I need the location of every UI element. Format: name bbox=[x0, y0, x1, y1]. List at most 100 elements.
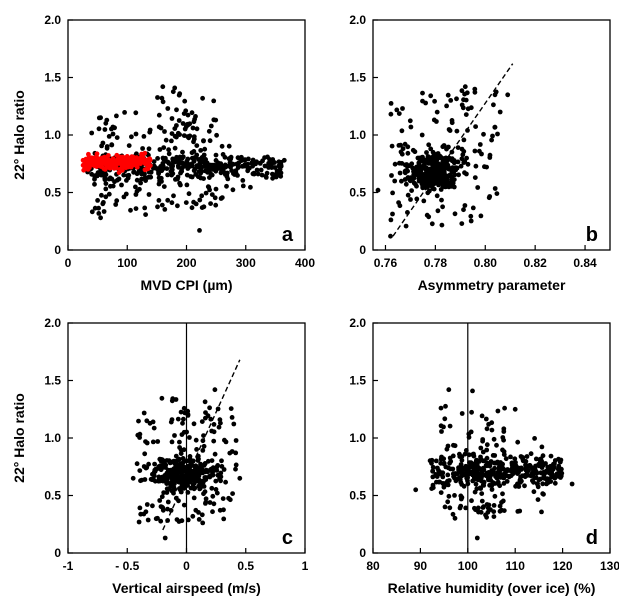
data-layer bbox=[130, 323, 243, 553]
data-point bbox=[102, 127, 108, 132]
data-point bbox=[181, 502, 187, 508]
data-point bbox=[274, 171, 280, 176]
data-point bbox=[189, 205, 195, 211]
data-point bbox=[96, 126, 102, 132]
data-point bbox=[94, 173, 100, 179]
data-point bbox=[162, 207, 168, 212]
data-point bbox=[175, 416, 181, 422]
data-point bbox=[163, 158, 169, 164]
data-point bbox=[481, 131, 486, 137]
data-point bbox=[199, 155, 205, 160]
data-point bbox=[219, 464, 225, 469]
data-point bbox=[432, 98, 437, 104]
data-point bbox=[162, 535, 168, 541]
data-point bbox=[413, 181, 418, 187]
data-point bbox=[109, 142, 115, 148]
data-point bbox=[390, 190, 395, 196]
data-point bbox=[103, 194, 109, 200]
data-point bbox=[160, 84, 166, 90]
data-point bbox=[491, 503, 497, 508]
data-point bbox=[414, 171, 420, 176]
data-point bbox=[159, 95, 165, 101]
data-point bbox=[434, 193, 440, 199]
x-tick-label: 300 bbox=[236, 256, 256, 270]
data-point bbox=[212, 195, 218, 201]
data-point bbox=[440, 204, 445, 210]
data-point bbox=[165, 506, 170, 512]
data-point bbox=[451, 158, 457, 163]
data-point bbox=[200, 468, 206, 473]
data-point bbox=[190, 513, 196, 519]
data-point-red bbox=[142, 167, 148, 173]
data-point bbox=[137, 431, 143, 437]
data-point bbox=[133, 184, 138, 190]
data-point bbox=[410, 147, 416, 153]
data-point bbox=[409, 188, 414, 194]
data-point bbox=[459, 411, 465, 416]
data-point bbox=[211, 98, 217, 104]
data-point bbox=[206, 165, 212, 171]
data-point bbox=[224, 183, 229, 189]
data-point bbox=[484, 502, 490, 507]
data-point bbox=[499, 507, 505, 513]
data-point bbox=[255, 171, 261, 177]
data-point bbox=[459, 457, 465, 463]
data-point bbox=[535, 484, 541, 490]
data-point bbox=[176, 118, 182, 123]
y-tick-label: 1.5 bbox=[44, 374, 61, 388]
data-point bbox=[483, 462, 489, 468]
data-point bbox=[500, 491, 505, 497]
data-point bbox=[191, 486, 197, 492]
data-point bbox=[128, 207, 133, 213]
data-point bbox=[172, 433, 177, 438]
data-point bbox=[185, 112, 191, 118]
data-point bbox=[201, 463, 207, 468]
data-point bbox=[133, 206, 139, 212]
data-point bbox=[254, 167, 260, 173]
data-point bbox=[169, 116, 175, 121]
data-point bbox=[449, 120, 455, 126]
data-point bbox=[475, 505, 481, 511]
data-point bbox=[214, 132, 220, 138]
data-point bbox=[219, 143, 225, 149]
data-point bbox=[478, 213, 484, 219]
data-point bbox=[174, 154, 180, 160]
data-point bbox=[503, 456, 509, 462]
data-point bbox=[126, 143, 132, 149]
data-point bbox=[457, 505, 463, 511]
data-point-red bbox=[82, 157, 88, 163]
data-point bbox=[191, 158, 197, 164]
data-point bbox=[469, 409, 474, 415]
data-point bbox=[552, 480, 558, 486]
data-point bbox=[148, 174, 154, 180]
data-point bbox=[447, 423, 453, 429]
data-point bbox=[178, 170, 183, 176]
data-point bbox=[196, 517, 202, 522]
data-point bbox=[199, 193, 205, 199]
data-point bbox=[466, 452, 472, 458]
data-point bbox=[532, 475, 537, 481]
data-point bbox=[101, 200, 106, 205]
data-point bbox=[446, 387, 452, 393]
data-point bbox=[392, 178, 398, 184]
data-point bbox=[173, 397, 179, 402]
data-point bbox=[160, 161, 166, 166]
data-point bbox=[454, 96, 459, 102]
data-point bbox=[140, 146, 146, 151]
data-point bbox=[139, 477, 145, 483]
data-point-red bbox=[87, 165, 92, 170]
data-point bbox=[445, 499, 451, 505]
data-point bbox=[146, 146, 152, 152]
data-point bbox=[407, 118, 413, 124]
data-point bbox=[482, 472, 487, 478]
data-point bbox=[191, 495, 197, 501]
data-point bbox=[203, 499, 209, 505]
data-point bbox=[438, 187, 444, 192]
data-point bbox=[458, 496, 464, 502]
data-point bbox=[201, 176, 207, 182]
data-point bbox=[408, 178, 413, 184]
data-point bbox=[456, 172, 461, 178]
data-point bbox=[474, 535, 480, 541]
data-point bbox=[445, 472, 451, 478]
data-point bbox=[459, 454, 465, 459]
